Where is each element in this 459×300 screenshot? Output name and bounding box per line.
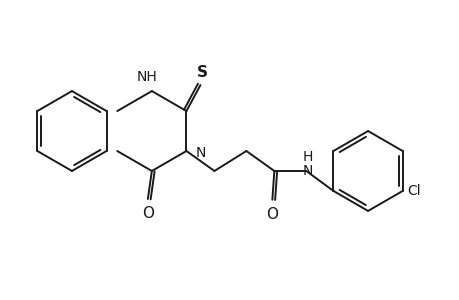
- Text: O: O: [141, 206, 153, 221]
- Text: N: N: [195, 146, 205, 160]
- Text: S: S: [196, 65, 207, 80]
- Text: NH: NH: [136, 70, 157, 84]
- Text: O: O: [266, 207, 278, 222]
- Text: H: H: [302, 150, 313, 164]
- Text: Cl: Cl: [407, 184, 420, 198]
- Text: N: N: [302, 164, 313, 178]
